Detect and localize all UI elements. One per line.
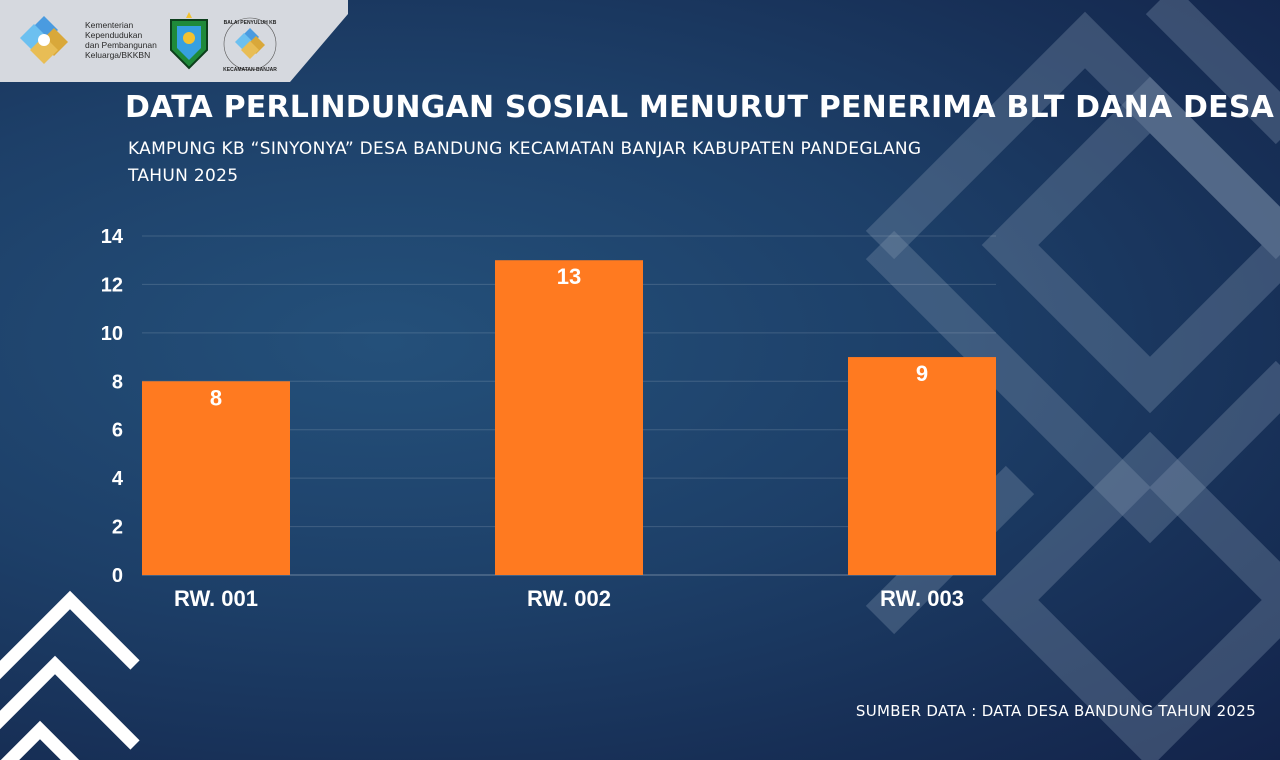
source-note: SUMBER DATA : DATA DESA BANDUNG TAHUN 20…	[855, 702, 1256, 720]
bar	[142, 381, 290, 575]
ministry-name-line: Kementerian	[85, 20, 134, 30]
bar	[495, 260, 643, 575]
y-tick-label: 10	[101, 323, 123, 345]
svg-text:BALAI PENYULUH KB: BALAI PENYULUH KB	[224, 20, 277, 26]
subtitle-line: TAHUN 2025	[128, 166, 239, 186]
ministry-name-line: dan Pembangunan	[85, 40, 157, 50]
ministry-name: Kementerian Kependudukan dan Pembangunan…	[85, 20, 175, 60]
regency-emblem-logo	[170, 12, 208, 70]
y-tick-label: 14	[101, 226, 124, 248]
x-category-label: RW. 002	[527, 586, 611, 611]
corner-pattern-decoration	[0, 590, 140, 760]
y-tick-label: 6	[112, 420, 123, 442]
ministry-name-line: Kependudukan	[85, 30, 143, 40]
bars	[142, 260, 996, 575]
diamond-pattern-decoration	[865, 0, 1280, 760]
ministry-name-line: Keluarga/BKKBN	[85, 50, 151, 60]
bkkbn-logo	[20, 16, 68, 64]
balai-penyuluh-kb-logo: BALAI PENYULUH KB KECAMATAN BANJAR	[223, 17, 277, 73]
y-tick-label: 8	[112, 371, 123, 393]
y-tick-label: 2	[112, 517, 123, 539]
svg-text:KECAMATAN BANJAR: KECAMATAN BANJAR	[223, 67, 277, 73]
subtitle-line: KAMPUNG KB “SINYONYA” DESA BANDUNG KECAM…	[128, 139, 922, 159]
header-logo-band: BALAI PENYULUH KB KECAMATAN BANJAR	[0, 0, 348, 82]
data-label: 13	[557, 264, 581, 289]
data-labels: 8 13 9	[210, 264, 928, 410]
x-axis-categories: RW. 001 RW. 002 RW. 003	[174, 586, 964, 611]
data-label: 8	[210, 385, 222, 410]
y-tick-label: 12	[101, 274, 123, 296]
x-category-label: RW. 001	[174, 586, 258, 611]
x-category-label: RW. 003	[880, 586, 964, 611]
y-tick-label: 4	[112, 468, 124, 490]
bar	[848, 357, 996, 575]
chart-subtitle: KAMPUNG KB “SINYONYA” DESA BANDUNG KECAM…	[128, 136, 921, 190]
y-tick-label: 0	[112, 565, 123, 587]
y-axis-ticks: 0 2 4 6 8 10 12 14	[101, 226, 124, 587]
data-label: 9	[916, 361, 928, 386]
chart-title: DATA PERLINDUNGAN SOSIAL MENURUT PENERIM…	[125, 90, 1275, 125]
